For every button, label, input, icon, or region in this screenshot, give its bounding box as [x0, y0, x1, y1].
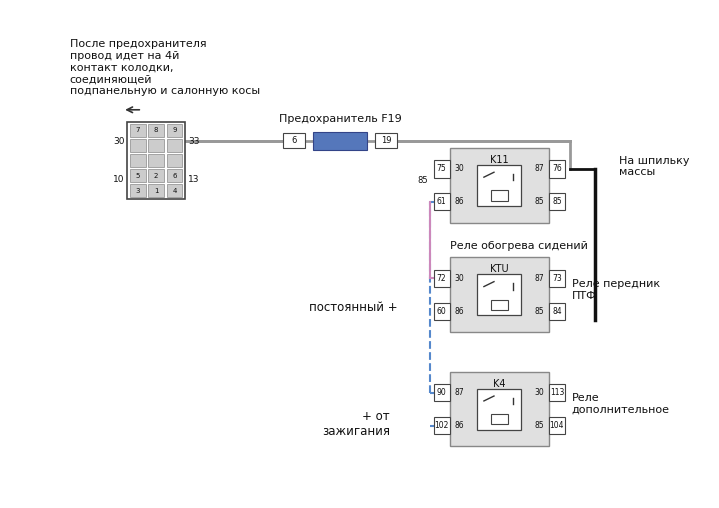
Text: KTU: KTU [490, 265, 508, 274]
FancyBboxPatch shape [549, 161, 565, 177]
Text: 30: 30 [534, 388, 544, 397]
Text: 30: 30 [454, 165, 464, 173]
FancyBboxPatch shape [148, 169, 164, 182]
Text: 19: 19 [381, 136, 392, 145]
FancyBboxPatch shape [549, 417, 565, 434]
Text: На шпильку
массы: На шпильку массы [618, 155, 689, 177]
Text: 6: 6 [291, 136, 296, 145]
FancyBboxPatch shape [283, 133, 305, 148]
FancyBboxPatch shape [434, 303, 449, 320]
FancyBboxPatch shape [434, 161, 449, 177]
Text: 85: 85 [534, 197, 544, 206]
Text: 60: 60 [436, 307, 446, 315]
Text: 4: 4 [173, 188, 177, 194]
Text: 72: 72 [436, 274, 446, 283]
Text: 87: 87 [534, 165, 544, 173]
FancyBboxPatch shape [549, 384, 565, 401]
Text: 90: 90 [436, 388, 446, 397]
FancyBboxPatch shape [130, 169, 145, 182]
FancyBboxPatch shape [167, 123, 182, 137]
FancyBboxPatch shape [491, 414, 508, 424]
FancyBboxPatch shape [449, 148, 549, 223]
FancyBboxPatch shape [130, 123, 145, 137]
Text: 85: 85 [552, 197, 562, 206]
Text: 102: 102 [434, 421, 449, 430]
Text: K11: K11 [490, 155, 508, 165]
FancyBboxPatch shape [148, 123, 164, 137]
FancyBboxPatch shape [130, 154, 145, 167]
Text: 85: 85 [534, 421, 544, 430]
FancyBboxPatch shape [167, 139, 182, 152]
FancyBboxPatch shape [549, 270, 565, 287]
FancyBboxPatch shape [127, 122, 185, 199]
Text: Реле
дополнительное: Реле дополнительное [572, 393, 670, 415]
Text: 87: 87 [534, 274, 544, 283]
Text: 3: 3 [136, 188, 140, 194]
FancyBboxPatch shape [434, 417, 449, 434]
Text: 30: 30 [113, 137, 124, 146]
FancyBboxPatch shape [491, 190, 508, 201]
FancyBboxPatch shape [449, 258, 549, 332]
Text: 6: 6 [172, 173, 177, 179]
Text: 13: 13 [188, 175, 199, 184]
Text: 5: 5 [136, 173, 140, 179]
Text: 85: 85 [534, 307, 544, 315]
FancyBboxPatch shape [148, 184, 164, 198]
FancyBboxPatch shape [449, 372, 549, 447]
Text: 2: 2 [154, 173, 158, 179]
FancyBboxPatch shape [167, 154, 182, 167]
Text: K4: K4 [493, 379, 505, 389]
FancyBboxPatch shape [148, 139, 164, 152]
FancyBboxPatch shape [167, 184, 182, 198]
Text: 30: 30 [454, 274, 464, 283]
Text: 7: 7 [136, 128, 140, 133]
FancyBboxPatch shape [477, 389, 521, 430]
FancyBboxPatch shape [477, 274, 521, 315]
Text: 84: 84 [552, 307, 562, 315]
Text: 61: 61 [436, 197, 446, 206]
Text: 1: 1 [154, 188, 158, 194]
Text: 86: 86 [454, 197, 464, 206]
Text: + от
зажигания: + от зажигания [322, 410, 390, 438]
Text: 73: 73 [552, 274, 562, 283]
Text: 33: 33 [188, 137, 199, 146]
FancyBboxPatch shape [477, 165, 521, 206]
FancyBboxPatch shape [549, 193, 565, 210]
Text: 8: 8 [154, 128, 158, 133]
Text: Реле передник
ПТФ: Реле передник ПТФ [572, 279, 660, 301]
Text: 86: 86 [454, 421, 464, 430]
Text: Реле обогрева сидений: Реле обогрева сидений [449, 241, 587, 250]
Text: После предохранителя
провод идет на 4й
контакт колодки,
соединяющей
подпанельную: После предохранителя провод идет на 4й к… [70, 40, 260, 96]
FancyBboxPatch shape [167, 169, 182, 182]
Text: 104: 104 [549, 421, 564, 430]
Text: 76: 76 [552, 165, 562, 173]
FancyBboxPatch shape [313, 132, 367, 149]
Text: 87: 87 [454, 388, 464, 397]
FancyBboxPatch shape [434, 193, 449, 210]
Text: 85: 85 [417, 176, 428, 185]
Text: 9: 9 [172, 128, 177, 133]
FancyBboxPatch shape [130, 139, 145, 152]
FancyBboxPatch shape [434, 270, 449, 287]
FancyBboxPatch shape [549, 303, 565, 320]
Text: 10: 10 [113, 175, 124, 184]
Text: 86: 86 [454, 307, 464, 315]
FancyBboxPatch shape [434, 384, 449, 401]
FancyBboxPatch shape [148, 154, 164, 167]
FancyBboxPatch shape [375, 133, 398, 148]
FancyBboxPatch shape [130, 184, 145, 198]
Text: 75: 75 [436, 165, 446, 173]
Text: Предохранитель F19: Предохранитель F19 [279, 114, 401, 124]
Text: постоянный +: постоянный + [309, 301, 398, 314]
FancyBboxPatch shape [491, 300, 508, 310]
Text: 113: 113 [550, 388, 564, 397]
